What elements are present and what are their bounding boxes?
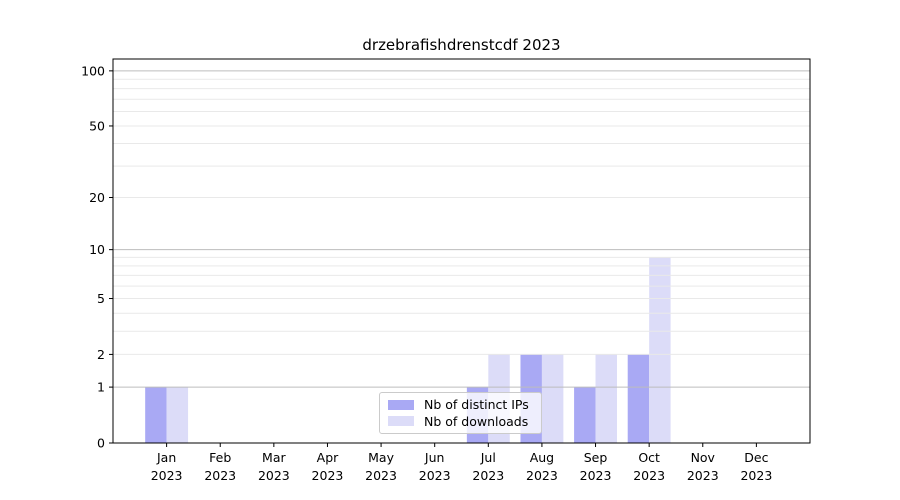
x-tick-label-month: Feb	[209, 450, 231, 465]
bar-downloads-sep	[595, 354, 617, 443]
bar-downloads-jan	[166, 387, 189, 443]
bar-downloads-aug	[541, 354, 564, 443]
plot-border	[112, 58, 811, 444]
x-tick-label-month: May	[368, 450, 394, 465]
y-tick-label: 10	[89, 242, 105, 257]
x-tick-label-year: 2023	[472, 468, 504, 483]
y-tick-label: 1	[97, 380, 105, 395]
x-tick-label-year: 2023	[365, 468, 397, 483]
chart-title: drzebrafishdrenstcdf 2023	[362, 36, 561, 54]
x-tick-label-year: 2023	[526, 468, 558, 483]
y-tick-label: 5	[97, 291, 105, 306]
legend-item-downloads: Nb of downloads	[388, 414, 533, 429]
x-tick-label-year: 2023	[633, 468, 665, 483]
x-tick-label-month: Aug	[530, 450, 554, 465]
x-tick-label-month: Mar	[262, 450, 286, 465]
x-tick-label-year: 2023	[740, 468, 772, 483]
x-tick-label-month: Jul	[480, 450, 496, 465]
bar-downloads-oct	[649, 257, 671, 443]
bar-distinct-ips-sep	[574, 387, 596, 443]
x-tick-label-year: 2023	[687, 468, 719, 483]
legend-swatch-downloads	[388, 416, 414, 427]
y-tick-label: 20	[89, 190, 105, 205]
chart-legend: Nb of distinct IPs Nb of downloads	[379, 392, 542, 434]
x-tick-label-year: 2023	[580, 468, 612, 483]
x-tick-label-year: 2023	[258, 468, 290, 483]
x-tick-label-year: 2023	[312, 468, 344, 483]
y-tick-label: 100	[81, 63, 105, 78]
y-tick-label: 50	[89, 118, 105, 133]
legend-label-downloads: Nb of downloads	[424, 413, 529, 429]
y-tick-label: 2	[97, 347, 105, 362]
legend-label-distinct-ips: Nb of distinct IPs	[424, 397, 529, 413]
bar-distinct-ips-jan	[145, 387, 167, 443]
x-tick-label-month: Jan	[156, 450, 176, 465]
x-tick-label-year: 2023	[419, 468, 451, 483]
bar-distinct-ips-oct	[627, 354, 650, 443]
x-tick-label-month: Dec	[744, 450, 768, 465]
x-tick-label-month: Oct	[638, 450, 660, 465]
x-tick-label-month: Apr	[317, 450, 339, 465]
legend-item-distinct-ips: Nb of distinct IPs	[388, 397, 533, 412]
x-tick-label-month: Nov	[691, 450, 716, 465]
x-tick-label-year: 2023	[204, 468, 236, 483]
x-tick-label-month: Sep	[584, 450, 608, 465]
legend-swatch-distinct-ips	[388, 399, 414, 410]
x-tick-label-month: Jun	[424, 450, 445, 465]
y-tick-label: 0	[97, 436, 105, 451]
x-tick-label-year: 2023	[151, 468, 183, 483]
